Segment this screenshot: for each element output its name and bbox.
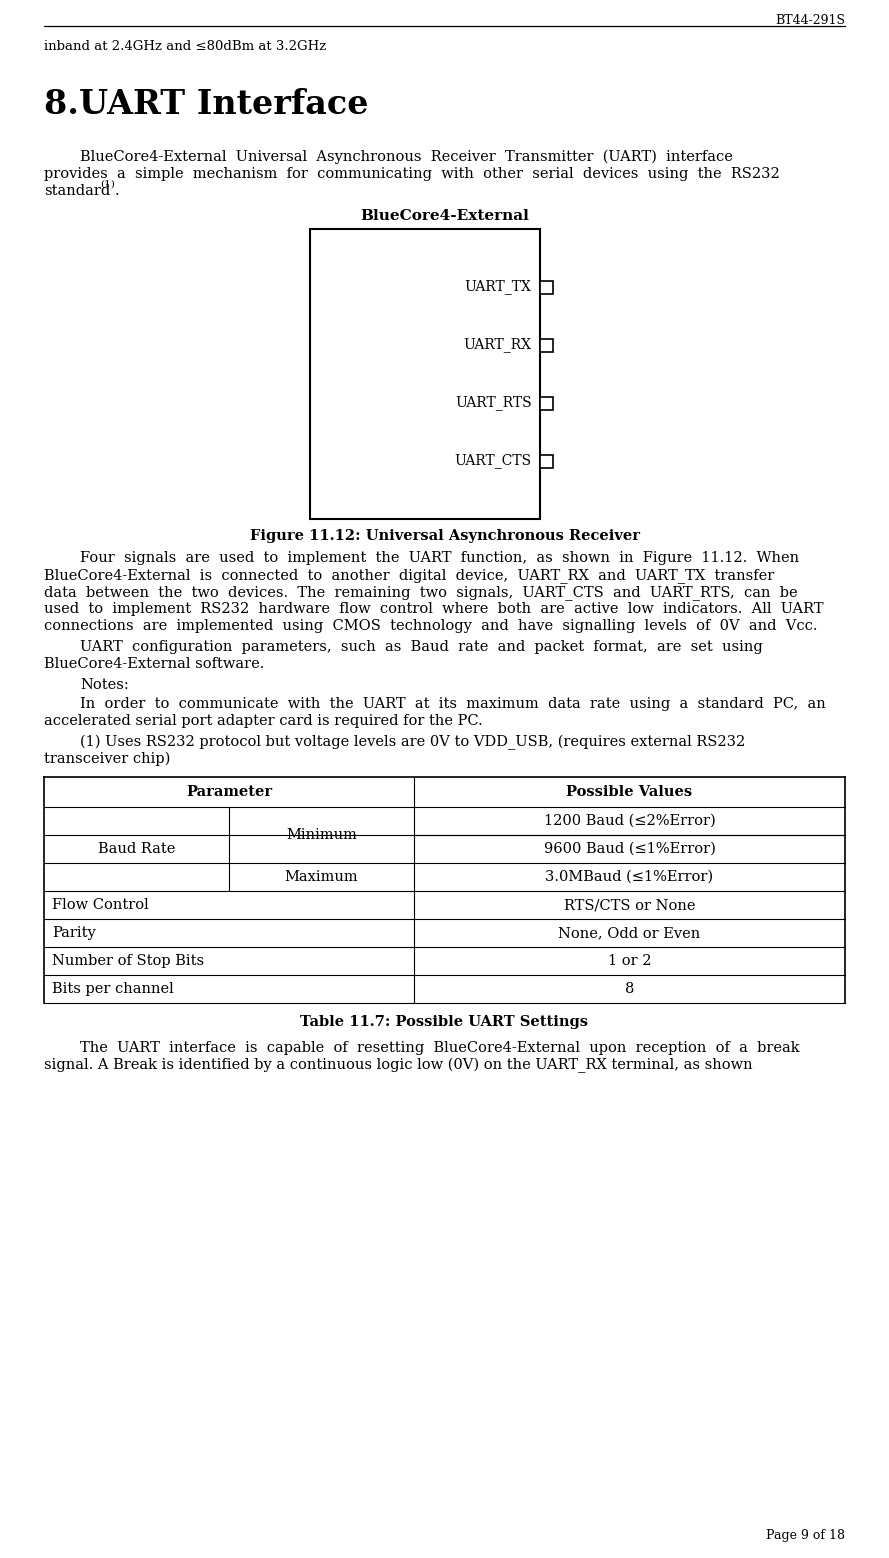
Text: Four  signals  are  used  to  implement  the  UART  function,  as  shown  in  Fi: Four signals are used to implement the U… xyxy=(80,552,799,566)
Text: 8.UART Interface: 8.UART Interface xyxy=(44,87,369,122)
Text: used  to  implement  RS232  hardware  flow  control  where  both  are  active  l: used to implement RS232 hardware flow co… xyxy=(44,601,823,615)
Text: RTS/CTS or None: RTS/CTS or None xyxy=(564,897,695,911)
Text: provides  a  simple  mechanism  for  communicating  with  other  serial  devices: provides a simple mechanism for communic… xyxy=(44,167,780,181)
Bar xyxy=(540,396,552,410)
Text: 9600 Baud (≤1%Error): 9600 Baud (≤1%Error) xyxy=(543,841,716,855)
Text: 3.0MBaud (≤1%Error): 3.0MBaud (≤1%Error) xyxy=(546,869,714,883)
Text: Flow Control: Flow Control xyxy=(52,897,148,911)
Text: transceiver chip): transceiver chip) xyxy=(44,753,171,767)
Bar xyxy=(540,338,552,352)
Text: (1) Uses RS232 protocol but voltage levels are 0V to VDD_USB, (requires external: (1) Uses RS232 protocol but voltage leve… xyxy=(80,735,745,751)
Text: In  order  to  communicate  with  the  UART  at  its  maximum  data  rate  using: In order to communicate with the UART at… xyxy=(80,696,826,710)
Text: (1): (1) xyxy=(100,181,115,189)
Text: BlueCore4-External  Universal  Asynchronous  Receiver  Transmitter  (UART)  inte: BlueCore4-External Universal Asynchronou… xyxy=(80,150,733,165)
Text: BlueCore4-External  is  connected  to  another  digital  device,  UART_RX  and  : BlueCore4-External is connected to anoth… xyxy=(44,569,774,583)
Text: inband at 2.4GHz and ≤80dBm at 3.2GHz: inband at 2.4GHz and ≤80dBm at 3.2GHz xyxy=(44,41,326,53)
Text: Parameter: Parameter xyxy=(186,785,272,799)
Text: BlueCore4-External software.: BlueCore4-External software. xyxy=(44,657,264,671)
Text: Parity: Parity xyxy=(52,925,96,939)
Text: UART_TX: UART_TX xyxy=(465,279,532,294)
Text: None, Odd or Even: None, Odd or Even xyxy=(558,925,701,939)
Text: Baud Rate: Baud Rate xyxy=(98,841,175,855)
Text: UART  configuration  parameters,  such  as  Baud  rate  and  packet  format,  ar: UART configuration parameters, such as B… xyxy=(80,640,763,654)
Text: Bits per channel: Bits per channel xyxy=(52,982,173,996)
Text: Page 9 of 18: Page 9 of 18 xyxy=(766,1528,845,1542)
Text: UART_RX: UART_RX xyxy=(463,338,532,352)
Bar xyxy=(540,455,552,467)
Text: UART_CTS: UART_CTS xyxy=(454,453,532,469)
Text: accelerated serial port adapter card is required for the PC.: accelerated serial port adapter card is … xyxy=(44,714,483,728)
Text: Notes:: Notes: xyxy=(80,678,129,692)
Text: Figure 11.12: Universal Asynchronous Receiver: Figure 11.12: Universal Asynchronous Rec… xyxy=(250,530,639,544)
Text: signal. A Break is identified by a continuous logic low (0V) on the UART_RX term: signal. A Break is identified by a conti… xyxy=(44,1058,753,1073)
Text: The  UART  interface  is  capable  of  resetting  BlueCore4-External  upon  rece: The UART interface is capable of resetti… xyxy=(80,1041,799,1055)
Text: BT44-291S: BT44-291S xyxy=(775,14,845,26)
Text: 1200 Baud (≤2%Error): 1200 Baud (≤2%Error) xyxy=(544,813,716,827)
Text: 1 or 2: 1 or 2 xyxy=(608,953,652,968)
Text: Possible Values: Possible Values xyxy=(566,785,693,799)
Text: BlueCore4-External: BlueCore4-External xyxy=(360,209,529,223)
Text: .: . xyxy=(115,184,120,198)
Text: Minimum: Minimum xyxy=(286,827,357,841)
Text: connections  are  implemented  using  CMOS  technology  and  have  signalling  l: connections are implemented using CMOS t… xyxy=(44,619,818,633)
Text: Number of Stop Bits: Number of Stop Bits xyxy=(52,953,204,968)
Text: data  between  the  two  devices.  The  remaining  two  signals,  UART_CTS  and : data between the two devices. The remain… xyxy=(44,584,797,600)
Text: standard: standard xyxy=(44,184,110,198)
Text: Table 11.7: Possible UART Settings: Table 11.7: Possible UART Settings xyxy=(300,1014,589,1028)
Text: Maximum: Maximum xyxy=(284,869,358,883)
Bar xyxy=(540,280,552,293)
Bar xyxy=(309,229,540,519)
Text: 8: 8 xyxy=(625,982,634,996)
Text: UART_RTS: UART_RTS xyxy=(455,396,532,410)
